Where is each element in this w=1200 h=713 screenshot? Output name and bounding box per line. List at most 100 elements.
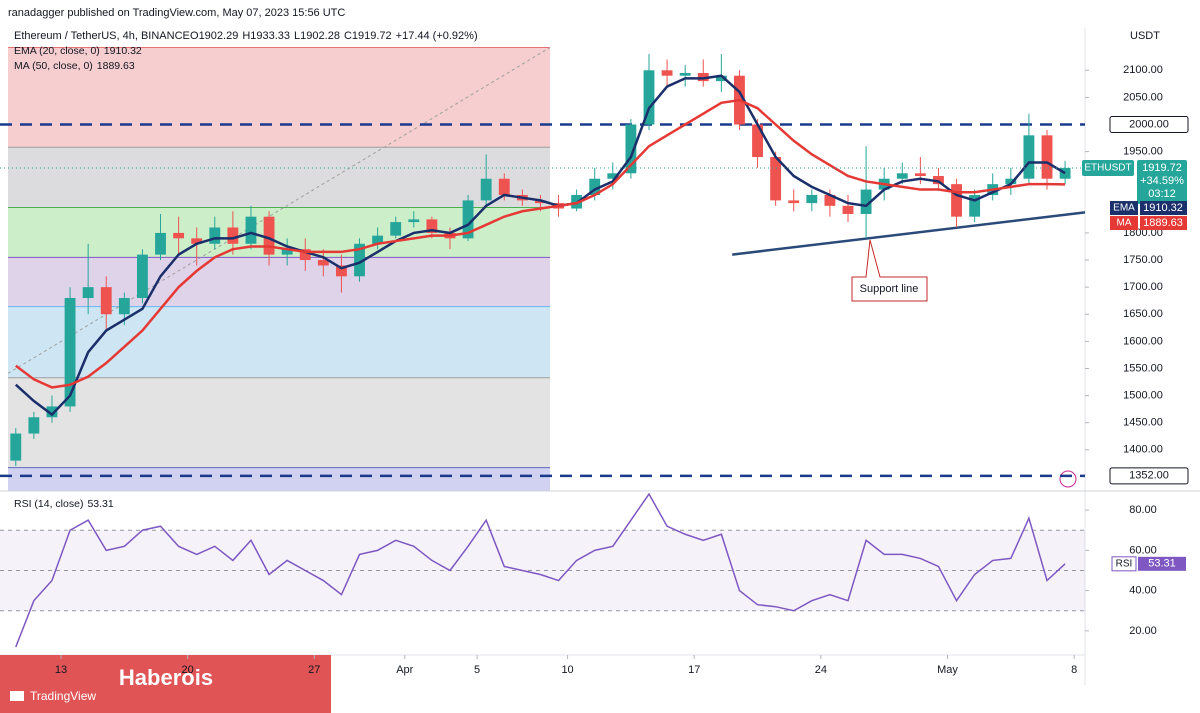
x-tick-label: 10 xyxy=(561,664,573,676)
rsi-legend: RSI (14, close) xyxy=(14,498,83,510)
candle-body xyxy=(842,205,854,214)
candle-body xyxy=(589,178,601,195)
change: +17.44 (+0.92%) xyxy=(396,30,478,42)
candle-body xyxy=(914,173,926,177)
level-tag xyxy=(1109,467,1189,485)
event-icon xyxy=(1059,470,1077,488)
candle-body xyxy=(951,184,962,217)
y-tick-label: 1750.00 xyxy=(1123,254,1163,266)
rsi-value-tag xyxy=(1138,556,1186,571)
support-line xyxy=(732,211,1086,256)
rsi-tick-label: 80.00 xyxy=(1129,504,1157,516)
rsi-tag-value: 53.31 xyxy=(1148,558,1176,570)
candle-body xyxy=(10,433,22,461)
candle-body xyxy=(1005,178,1017,185)
callout-box xyxy=(851,239,928,302)
y-tick-label: 2050.00 xyxy=(1123,91,1163,103)
fib-band xyxy=(8,467,551,491)
rsi-line xyxy=(15,492,1066,648)
level-label: 2000.00 xyxy=(1129,118,1169,130)
ohlc-label: C xyxy=(344,30,352,42)
logo-icon xyxy=(10,691,24,701)
fib-band xyxy=(8,147,551,208)
candle-body xyxy=(209,227,221,244)
drawings xyxy=(7,47,551,492)
rsi-tag-name: RSI xyxy=(1116,558,1133,569)
x-tick-label: 17 xyxy=(688,664,700,676)
candle-body xyxy=(28,417,40,434)
ohlc-label: O xyxy=(190,30,199,42)
ohlc-label: L xyxy=(294,30,300,42)
candle-body xyxy=(788,200,800,204)
candle-body xyxy=(933,176,944,185)
fib-band xyxy=(8,47,551,148)
candle-body xyxy=(896,173,908,179)
publisher: ranadagger published on TradingView.com,… xyxy=(8,7,345,19)
x-tick-label: Apr xyxy=(396,664,413,676)
y-tick-label: 1550.00 xyxy=(1123,362,1163,374)
rsi-legend-value: 53.31 xyxy=(87,498,113,510)
annotation: Support line xyxy=(860,283,919,295)
symbol-title: Ethereum / TetherUS, 4h, BINANCE xyxy=(14,30,190,42)
candle-body xyxy=(46,406,58,418)
symbol: ETHUSDT xyxy=(1084,163,1131,174)
y-tick-label: 1600.00 xyxy=(1123,335,1163,347)
y-tick-label: 1950.00 xyxy=(1123,146,1163,158)
candle-body xyxy=(299,249,311,261)
candle-body xyxy=(263,216,275,255)
candle-body xyxy=(354,243,365,277)
x-tick-label: May xyxy=(937,664,958,676)
series-tag-name: MA xyxy=(1117,218,1132,229)
ohlc-value: 1919.72 xyxy=(352,30,392,42)
last-change: +34.59% xyxy=(1140,175,1184,187)
y-tick-label: 1700.00 xyxy=(1123,281,1163,293)
candle-body xyxy=(336,265,347,277)
candle-body xyxy=(426,219,438,233)
candle-body xyxy=(173,232,185,239)
candle-body xyxy=(480,178,492,201)
countdown: 03:12 xyxy=(1148,188,1176,200)
series-tag-name: EMA xyxy=(1113,203,1135,214)
candle-body xyxy=(408,219,420,223)
legend-value: 1889.63 xyxy=(97,60,135,72)
y-tick-label: 1650.00 xyxy=(1123,308,1163,320)
candle-body xyxy=(661,70,673,76)
candle-body xyxy=(806,194,818,204)
support-callout: Support line xyxy=(851,239,928,302)
candle-body xyxy=(281,249,293,255)
candle-body xyxy=(118,297,130,315)
symbol-tag xyxy=(1082,160,1134,177)
candle-body xyxy=(372,235,384,244)
rsi-tick-label: 40.00 xyxy=(1129,585,1157,597)
y-tick-label: 1450.00 xyxy=(1123,417,1163,429)
rsi-tag xyxy=(1111,556,1137,572)
candle-body xyxy=(136,254,148,298)
candle-body xyxy=(607,173,619,179)
candle-body xyxy=(191,238,203,244)
fib-band xyxy=(8,257,551,307)
rsi-tick-label: 20.00 xyxy=(1129,625,1157,637)
candle-body xyxy=(679,72,691,76)
ohlc-value: 1933.33 xyxy=(250,30,290,42)
rsi-tick-label: 60.00 xyxy=(1129,544,1157,556)
series-value-tag xyxy=(1140,201,1187,216)
legend-name: EMA (20, close, 0) xyxy=(14,45,100,57)
candle-body xyxy=(317,260,329,266)
candle-body xyxy=(715,75,727,82)
series-tag-value: 1889.63 xyxy=(1143,217,1183,229)
fib-band xyxy=(8,306,551,378)
candle-body xyxy=(969,194,981,217)
last-price: 1919.72 xyxy=(1142,162,1182,174)
watermark-box xyxy=(0,655,331,713)
series-tag xyxy=(1110,216,1138,231)
ohlc-label: H xyxy=(242,30,250,42)
candle-body xyxy=(390,222,402,236)
x-tick-label: 13 xyxy=(55,664,67,676)
level-label: 1352.00 xyxy=(1129,470,1169,482)
y-tick-label: 1400.00 xyxy=(1123,444,1163,456)
candle-body xyxy=(82,287,94,298)
ohlc-value: 1902.28 xyxy=(300,30,340,42)
x-tick-label: 5 xyxy=(474,664,480,676)
candle-body xyxy=(462,200,474,239)
